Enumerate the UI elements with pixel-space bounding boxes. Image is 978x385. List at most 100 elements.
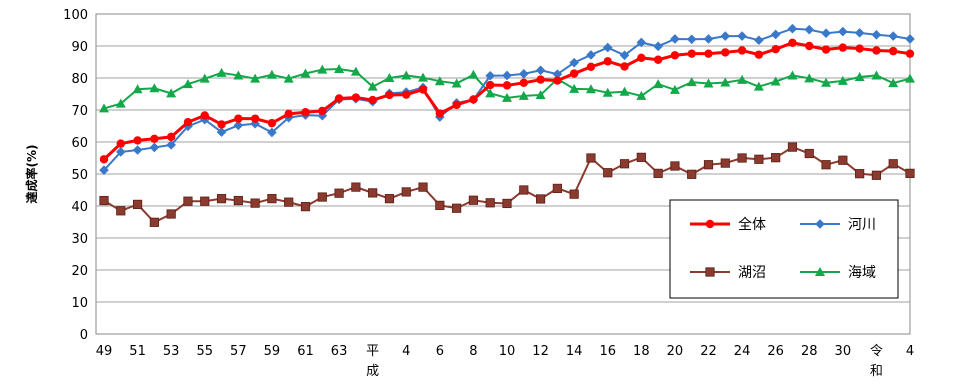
data-point [368,188,378,198]
data-point [905,73,915,83]
x-tick-label: 53 [163,344,180,359]
x-tick-label: 10 [499,344,516,359]
x-tick-label: 12 [532,344,549,359]
data-point [216,67,227,77]
legend-label: 全体 [738,216,766,233]
data-point [653,79,664,89]
data-point [737,153,747,163]
data-point [888,78,899,88]
data-point [586,62,596,71]
data-point [804,148,814,159]
data-point [787,23,798,34]
data-point [569,57,579,68]
y-tick-label: 50 [71,168,88,183]
data-point [636,152,646,162]
data-point [754,50,764,59]
data-point [367,81,378,91]
data-point [620,62,629,71]
data-point [821,77,832,87]
data-point [585,84,596,94]
data-point [636,90,647,100]
x-tick-label: 28 [801,344,818,359]
data-point [233,120,244,131]
data-point [771,153,781,163]
y-axis-label: 達成率(%) [24,145,39,204]
data-point [670,51,680,60]
data-point [670,161,680,171]
x-tick-label: 14 [566,344,583,359]
data-point [133,136,142,145]
data-point [602,42,613,53]
data-point [805,41,814,51]
data-point [401,70,412,80]
data-point [720,77,731,87]
data-point [737,46,747,55]
data-point [418,85,428,94]
data-point [535,65,546,76]
x-tick-label: 30 [835,344,852,359]
data-point [452,100,461,110]
legend-box [669,199,899,299]
data-point [753,81,764,91]
data-point [183,117,193,127]
data-point [837,75,848,85]
data-point [586,153,596,163]
data-point [603,168,613,178]
data-point [771,45,780,54]
data-point [485,70,496,81]
data-point [619,50,630,61]
data-point [216,127,227,137]
data-point [754,154,764,164]
data-point [166,209,176,219]
x-tick-label: 6 [436,344,444,359]
data-point [687,49,696,58]
y-tick-label: 20 [71,264,88,279]
data-point [284,197,294,207]
series-3 [99,142,915,227]
y-axis-ticks: 0 10 20 30 40 50 60 70 80 90 100 [63,8,88,343]
data-point [149,217,159,227]
data-point [670,34,680,44]
data-point [821,28,831,38]
data-point [770,29,781,40]
data-point [720,31,731,41]
data-point [182,79,193,89]
x-tick-label: 8 [469,344,477,359]
data-point [99,103,109,113]
data-point [486,80,495,90]
legend-entry: 海域 [800,265,876,281]
data-point [552,183,562,193]
data-point [871,70,882,80]
data-point [435,200,445,210]
data-point [266,69,277,79]
data-point [284,109,293,119]
data-point [838,26,848,37]
data-point [468,69,479,79]
data-point [267,118,277,128]
data-point [166,132,176,142]
data-point [435,109,445,118]
data-point [905,168,915,178]
data-point [132,199,143,209]
data-point [703,78,714,88]
data-point [804,73,815,83]
y-tick-label: 100 [63,8,88,23]
x-tick-label: 18 [633,344,650,359]
data-point [334,94,344,103]
x-axis-ticks: 49 51 53 55 57 59 61 63 平成 4 6 8 10 12 14 16 18 20 22 24 26 2… [96,344,914,379]
data-point [871,170,882,180]
data-point [99,195,109,206]
data-point [115,147,126,157]
data-point [854,28,865,38]
data-point [468,195,479,205]
data-point [653,55,663,64]
series-1 [99,38,915,164]
data-point [300,68,311,78]
data-point [502,92,512,102]
data-point [350,66,361,76]
data-point [653,41,663,52]
data-point [518,69,529,79]
data-point [200,196,210,206]
